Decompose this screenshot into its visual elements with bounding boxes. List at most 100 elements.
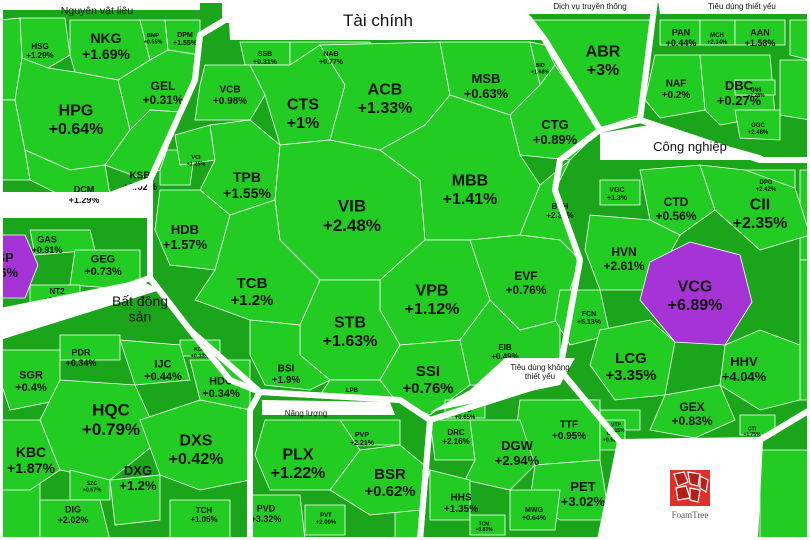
stock-cell-cti[interactable] xyxy=(739,414,776,436)
ticker-label-evf: EVF xyxy=(514,269,537,283)
change-label-hqc: +0.79% xyxy=(82,420,140,439)
change-label-vci: +1.25% xyxy=(187,162,206,168)
logo-cell xyxy=(689,487,701,503)
stock-cell-sp[interactable] xyxy=(0,234,39,299)
ticker-label-gex: GEX xyxy=(679,400,704,414)
change-label-kdh: +0.33% xyxy=(191,354,210,360)
sector-title-tieu-dung-thiet-yeu: Tiêu dùng thiết yếu xyxy=(708,2,776,11)
stock-cell-tch[interactable] xyxy=(169,499,231,540)
ticker-label-hqc: HQC xyxy=(92,400,130,419)
change-label-bid: +1.68% xyxy=(531,70,550,76)
filler-cell xyxy=(789,19,810,61)
stock-cell-ijc[interactable] xyxy=(119,339,191,386)
ticker-label-lcg: LCG xyxy=(615,350,647,367)
stock-cell-dig[interactable] xyxy=(39,499,111,540)
ticker-label-mwg: MWG xyxy=(525,507,543,514)
ticker-label-nab: NAB xyxy=(323,51,338,58)
ticker-label-acb: ACB xyxy=(368,82,403,99)
stock-cell-cii[interactable] xyxy=(699,164,810,251)
change-label-vcg: +6.89% xyxy=(668,297,723,314)
ticker-label-hhv: HHV xyxy=(730,354,758,369)
sector-title-dich-vu-truyen-thong: Dịch vụ truyền thông xyxy=(553,2,626,11)
ticker-label-vcg: VCG xyxy=(678,279,713,296)
ticker-label-pet: PET xyxy=(570,479,595,494)
stock-cell-dxg[interactable] xyxy=(109,474,161,526)
title-banner xyxy=(0,280,160,340)
stock-cell-qns[interactable] xyxy=(734,79,776,96)
change-label-ctf: +0.58% xyxy=(603,438,622,444)
sector-titles: Nguyên vật liệu Tài chính Dịch vụ truyền t… xyxy=(61,2,776,418)
ticker-label-mbb: MBB xyxy=(452,173,488,190)
ticker-label-vib: VIB xyxy=(338,196,366,215)
change-label-gel: +0.31% xyxy=(142,93,183,107)
ticker-label-gas: GAS xyxy=(37,235,57,245)
stock-cell-tcm[interactable] xyxy=(469,514,506,536)
ticker-label-cii: CII xyxy=(750,197,770,214)
change-label-hsg: +1.29% xyxy=(26,51,53,60)
change-label-naf: +0.2% xyxy=(662,90,691,101)
stock-cell-ogc[interactable] xyxy=(734,109,781,141)
ticker-label-mch: MCH xyxy=(710,33,724,39)
sector-title-bat-dong-san: Bất động sản xyxy=(112,293,168,324)
stock-cell-gex[interactable] xyxy=(649,384,736,439)
stock-cell-mwg[interactable] xyxy=(509,489,561,531)
change-label-ogc: +2.48% xyxy=(748,130,769,136)
ticker-label-dbc: DBC xyxy=(725,78,754,93)
change-label-pan: +0.44% xyxy=(666,38,697,48)
sector-title-cong-nghiep: Công nghiệp xyxy=(653,139,727,154)
stock-cell-sgr[interactable] xyxy=(0,349,61,411)
change-label-dbc: +0.27% xyxy=(717,93,762,108)
title-banner xyxy=(0,193,20,215)
title-banner xyxy=(262,400,395,415)
ticker-label-pan: PAN xyxy=(672,28,690,38)
change-label-ttf: +0.95% xyxy=(552,431,586,442)
stock-cell-vgc[interactable] xyxy=(599,179,641,206)
change-label-tcb: +1.2% xyxy=(231,292,274,309)
change-label-bsi: +1.9% xyxy=(272,375,301,386)
ticker-label-tch: TCH xyxy=(196,506,213,515)
change-label-cii: +2.35% xyxy=(733,215,788,232)
stock-cell-aan[interactable] xyxy=(734,19,786,46)
ticker-label-stb: STB xyxy=(334,315,366,332)
ticker-label-vgc: VGC xyxy=(609,187,624,194)
ticker-label-dgw: DGW xyxy=(501,438,534,453)
change-label-dpg: +2.42% xyxy=(756,187,777,193)
stock-cell-pvt[interactable] xyxy=(304,504,346,536)
change-label-cti: +1.75% xyxy=(743,432,761,438)
ticker-label-kbc: KBC xyxy=(16,444,46,460)
change-label-stb: +1.63% xyxy=(323,333,378,350)
change-label-dig: +2.02% xyxy=(58,515,89,525)
stock-cell-hsg[interactable] xyxy=(19,17,71,69)
change-label-dxs: +0.42% xyxy=(169,451,224,468)
stock-cell-ctd[interactable] xyxy=(639,164,716,236)
stock-cell-bsi[interactable] xyxy=(249,319,331,391)
stock-cell-kbc[interactable] xyxy=(0,419,61,491)
ticker-label-dxg: DXG xyxy=(124,463,152,478)
change-label-tpb: +1.55% xyxy=(223,185,271,201)
filler-cell xyxy=(759,449,810,540)
stock-cell-szc[interactable] xyxy=(69,469,111,501)
change-label-hdc: +0.34% xyxy=(202,388,240,400)
change-label-pvp: +2.21% xyxy=(350,440,375,447)
stock-labels: HSG+1.29%NKG+1.69%BMP+0.55%DPM+1.55%HPG+… xyxy=(0,28,787,533)
title-banner xyxy=(430,358,575,412)
change-label-vpb: +1.12% xyxy=(405,301,460,318)
change-label-vtp: +0.15% xyxy=(607,428,625,434)
sector-border xyxy=(247,389,433,540)
change-label-eib: +0.49% xyxy=(491,352,518,361)
ticker-label-ksb: KSB xyxy=(129,171,150,182)
ticker-label-cts: CTS xyxy=(287,97,319,114)
change-label-bsr: +0.62% xyxy=(364,483,415,500)
ticker-label-hpg: HPG xyxy=(59,103,94,120)
stock-cell-vcg[interactable] xyxy=(639,241,753,346)
change-label-sgr: +0.4% xyxy=(15,382,47,394)
stock-cell-naf[interactable] xyxy=(644,54,706,119)
change-label-sp: 96% xyxy=(0,265,18,280)
change-label-asg: +0.65% xyxy=(455,415,476,421)
sector-title-nang-luong: Năng lượng xyxy=(285,409,328,418)
ticker-label-hvn: HVN xyxy=(611,245,636,259)
ticker-label-ssi: SSI xyxy=(416,363,440,380)
change-label-dxg: +1.2% xyxy=(119,478,157,493)
change-label-abr: +3% xyxy=(587,62,619,79)
